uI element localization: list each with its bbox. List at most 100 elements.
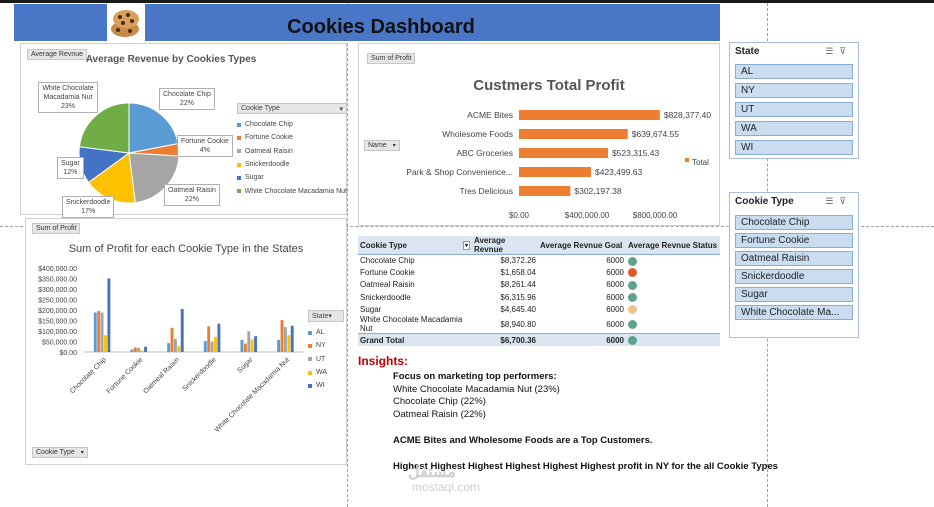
state-slicer-header: State bbox=[735, 46, 760, 57]
bar-chart: ACME Bites $828,377.40 Wholesome Foods $639… bbox=[406, 110, 711, 220]
legend-label: Oatmeal Raisin bbox=[245, 147, 293, 155]
pie-callout: Snickerdoodle 17% bbox=[62, 196, 115, 218]
pivot-cell-revenue: $8,372.26 bbox=[500, 256, 536, 266]
multi-select-icon[interactable]: ☰ bbox=[825, 196, 840, 206]
clear-filter-icon[interactable]: ⊽ bbox=[839, 46, 852, 56]
bar bbox=[519, 129, 628, 139]
pivot-cell-status bbox=[626, 333, 720, 347]
cookie-type-axis-button[interactable]: Cookie Type ▾ bbox=[32, 447, 88, 458]
slicer-item[interactable]: Fortune Cookie bbox=[735, 233, 853, 248]
cookie-type-slicer: Cookie Type ☰⊽ Chocolate Chip Fortune Coo… bbox=[729, 192, 859, 338]
insights-block: Insights: Focus on marketing top perform… bbox=[358, 354, 898, 472]
pivot-cell-type: Snickerdoodle bbox=[360, 292, 411, 302]
page-break-vertical bbox=[347, 3, 348, 507]
pie-slice bbox=[78, 102, 130, 154]
status-indicator bbox=[628, 320, 637, 330]
pivot-cell-status bbox=[626, 267, 720, 279]
bar-category-label: Park & Shop Convenience... bbox=[406, 167, 513, 177]
slicer-item[interactable]: NY bbox=[735, 83, 853, 98]
slicer-item[interactable]: Snickerdoodle bbox=[735, 269, 853, 284]
col-y-label: $0.00 bbox=[59, 350, 77, 357]
column bbox=[97, 311, 101, 352]
pivot-cell-type: Oatmeal Raisin bbox=[360, 280, 415, 290]
column bbox=[93, 312, 97, 352]
bar-axis-label: $800,000.00 bbox=[633, 211, 678, 220]
pie-callout: Sugar 12% bbox=[57, 157, 84, 179]
legend-label: Snickerdoodle bbox=[245, 161, 290, 169]
bar-value-label: $302,197.38 bbox=[574, 186, 622, 196]
insight-line: Chocolate Chip (22%) bbox=[393, 396, 486, 407]
column bbox=[140, 350, 144, 352]
column bbox=[170, 327, 174, 352]
bar-legend-label: Total bbox=[692, 158, 709, 167]
pivot-cell-revenue: $6,700.36 bbox=[472, 333, 538, 347]
col-category-label: Chocolate Chip bbox=[69, 356, 108, 395]
insight-line: Highest Highest Highest Highest Highest … bbox=[393, 461, 778, 472]
column bbox=[203, 341, 207, 352]
legend-label: Chocolate Chip bbox=[245, 121, 293, 129]
pivot-cell-goal: 6000 bbox=[538, 333, 626, 347]
cookie-slicer-header: Cookie Type bbox=[735, 196, 794, 207]
slicer-item[interactable]: Sugar bbox=[735, 287, 853, 302]
pivot-cell-type: Fortune Cookie bbox=[360, 268, 415, 278]
column bbox=[167, 343, 171, 352]
pie-chart-panel: Average Revnue Average Revenue by Cookie… bbox=[20, 43, 347, 218]
bar-row-button[interactable]: Name ▾ bbox=[364, 140, 400, 151]
slicer-item[interactable]: WI bbox=[735, 140, 853, 155]
pivot-header: Average Revnue Goal bbox=[538, 236, 626, 255]
clear-filter-icon[interactable]: ⊽ bbox=[839, 196, 852, 206]
pivot-header[interactable]: Cookie Type ▾ bbox=[358, 236, 472, 255]
bar-category-label: ACME Bites bbox=[467, 110, 513, 120]
col-field-button[interactable]: Sum of Profit bbox=[32, 223, 81, 234]
column bbox=[290, 325, 294, 352]
pivot-header-row: Cookie Type ▾ Average Revnue Average Revn… bbox=[358, 236, 720, 255]
legend-swatch bbox=[685, 158, 689, 162]
column bbox=[144, 346, 147, 352]
bar bbox=[519, 110, 660, 120]
pivot-cell-revenue: $8,261.44 bbox=[500, 280, 536, 290]
pivot-cell-revenue: $1,658.04 bbox=[500, 268, 536, 278]
multi-select-icon[interactable]: ☰ bbox=[825, 46, 840, 56]
pie-legend-filter[interactable]: Cookie Type ▾ bbox=[237, 103, 347, 114]
slicer-item[interactable]: Oatmeal Raisin bbox=[735, 251, 853, 266]
pivot-cell-status bbox=[626, 315, 720, 334]
bar-field-button[interactable]: Sum of Profit bbox=[367, 53, 416, 64]
slicer-item[interactable]: WA bbox=[735, 121, 853, 136]
column bbox=[133, 347, 137, 352]
watermark: mostaql.com bbox=[412, 480, 481, 494]
legend-swatch bbox=[308, 357, 312, 362]
status-indicator bbox=[628, 280, 637, 290]
table-row: Chocolate Chip $8,372.26 6000 bbox=[358, 255, 720, 267]
pivot-cell-goal: 6000 bbox=[606, 304, 624, 314]
insight-line: Oatmeal Raisin (22%) bbox=[393, 409, 486, 420]
col-y-label: $200,000.00 bbox=[38, 308, 77, 315]
table-row: Fortune Cookie $1,658.04 6000 bbox=[358, 267, 720, 279]
legend-swatch bbox=[237, 189, 241, 194]
slicer-item[interactable]: UT bbox=[735, 102, 853, 117]
pivot-cell-status bbox=[626, 279, 720, 291]
slicer-item[interactable]: Chocolate Chip bbox=[735, 215, 853, 230]
watermark-arabic: مستقل bbox=[408, 464, 456, 481]
pivot-cell-goal: 6000 bbox=[606, 280, 624, 290]
pie-legend-item: Oatmeal Raisin bbox=[237, 145, 347, 158]
column bbox=[280, 320, 284, 352]
legend-swatch bbox=[237, 175, 241, 180]
pie-field-button[interactable]: Average Revnue bbox=[27, 49, 88, 60]
pie-legend-item: Chocolate Chip bbox=[237, 118, 347, 131]
column bbox=[107, 278, 111, 352]
slicer-item[interactable]: White Chocolate Ma... bbox=[735, 305, 853, 320]
bar-category-label: ABC Groceries bbox=[456, 148, 513, 158]
slicer-item[interactable]: AL bbox=[735, 64, 853, 79]
state-profit-panel: Sum of Profit Sum of Profit for each Coo… bbox=[25, 218, 347, 465]
bar-title: Custmers Total Profit bbox=[473, 77, 625, 94]
col-legend-item: NY bbox=[308, 339, 344, 352]
bar-axis-label: $0.00 bbox=[509, 211, 530, 220]
col-y-label: $50,000.00 bbox=[42, 340, 77, 347]
column bbox=[180, 308, 184, 352]
pivot-cell-type: Grand Total bbox=[358, 333, 472, 347]
insight-line: Focus on marketing top performers: bbox=[393, 371, 557, 382]
col-legend-filter[interactable]: State▾ bbox=[308, 310, 344, 322]
legend-label: Fortune Cookie bbox=[245, 134, 293, 142]
col-legend-item: WA bbox=[308, 366, 344, 379]
bar-value-label: $639,674.55 bbox=[632, 129, 680, 139]
